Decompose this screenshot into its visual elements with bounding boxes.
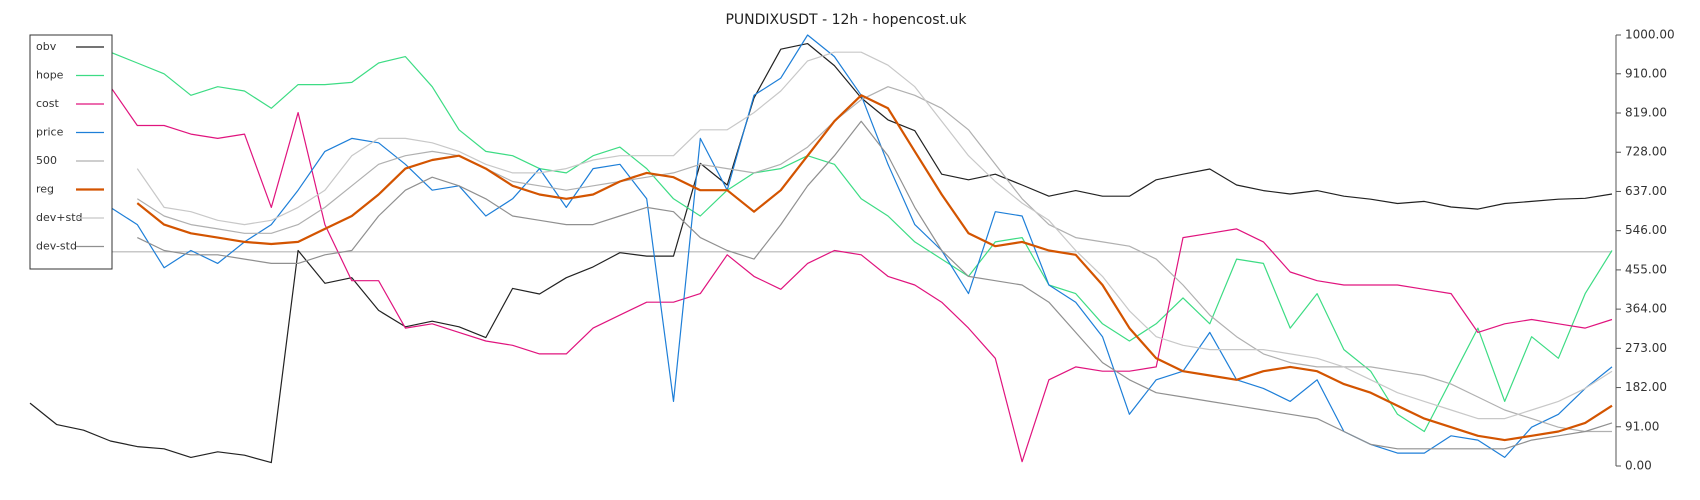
legend-box [29,34,113,270]
y-tick-label: 1000.00 [1625,28,1675,42]
legend-label: price [36,126,64,139]
legend-label: dev-std [36,240,77,253]
y-tick-label: 910.00 [1625,66,1667,80]
legend-label: hope [36,69,64,82]
series-line [136,94,1613,442]
legend: obv hope cost price 500 reg dev+std dev-std [29,34,113,270]
legend-label: reg [36,183,54,196]
chart-title: PUNDIXUSDT - 12h - hopencost.uk [725,12,967,28]
legend-label: dev+std [36,211,83,224]
legend-label: obv [36,40,57,53]
series-line [136,86,1612,433]
y-tick-label: 182.00 [1625,380,1667,394]
legend-label: 500 [36,154,57,167]
y-tick-label: 364.00 [1625,302,1667,316]
series-line [136,51,1613,420]
y-tick-label: 91.00 [1625,419,1659,433]
y-tick-label: 637.00 [1625,184,1667,198]
y-tick-label: 455.00 [1625,262,1667,276]
series-line [109,86,1613,463]
y-tick-label: 546.00 [1625,223,1667,237]
y-tick-label: 728.00 [1625,145,1667,159]
y-tick-label: 0.00 [1625,459,1652,473]
series-line [110,51,1613,433]
y-tick-label: 819.00 [1625,106,1667,120]
y-tick-label: 273.00 [1625,341,1667,355]
series-line [137,120,1613,450]
series-line [29,43,1613,464]
legend-label: cost [36,97,60,110]
